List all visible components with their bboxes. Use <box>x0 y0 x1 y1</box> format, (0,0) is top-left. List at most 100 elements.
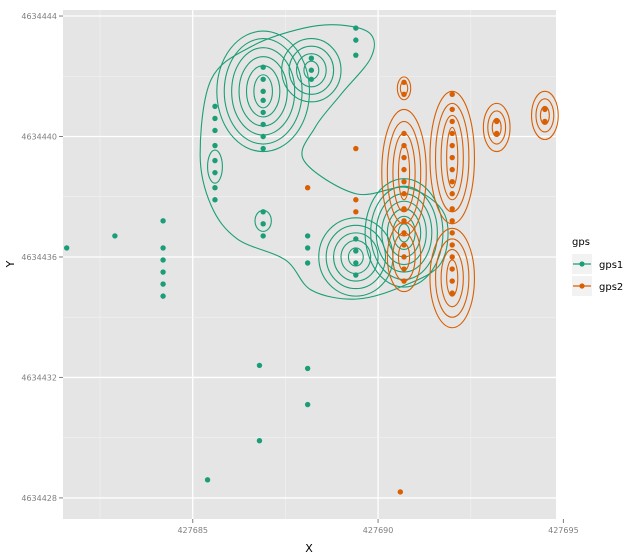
data-point-gps1 <box>212 142 218 149</box>
contour-line-gps2 <box>530 90 559 141</box>
data-point-gps1 <box>212 169 218 176</box>
legend-label-gps2: gps2 <box>599 282 623 293</box>
data-point-gps1 <box>160 257 166 263</box>
data-point-gps1 <box>212 184 218 191</box>
data-point-gps2 <box>353 145 359 152</box>
legend-key-gps2 <box>572 276 592 296</box>
y-axis-title: Y <box>4 260 17 268</box>
scatter-points <box>64 25 548 495</box>
data-point-gps2 <box>449 290 455 296</box>
gridlines <box>63 10 556 519</box>
data-point-gps1 <box>308 76 315 82</box>
data-point-gps2 <box>449 118 455 125</box>
data-point-gps1 <box>212 127 218 134</box>
contour-line-gps2 <box>386 120 422 225</box>
legend-label-gps1: gps1 <box>599 260 623 271</box>
data-point-gps1 <box>160 281 166 287</box>
data-point-gps1 <box>353 248 359 254</box>
data-point-gps2 <box>449 242 455 248</box>
data-point-gps1 <box>260 97 266 104</box>
data-point-gps1 <box>256 362 263 369</box>
contour-line-gps1 <box>253 74 273 109</box>
x-axis-title: X <box>305 542 313 555</box>
x-tick-label: 427695 <box>548 526 579 535</box>
data-point-gps1 <box>160 218 166 224</box>
data-point-gps2 <box>353 209 359 215</box>
data-point-gps1 <box>304 260 311 266</box>
data-point-gps2 <box>493 130 500 137</box>
contour-line-gps2 <box>381 108 427 237</box>
data-point-gps1 <box>112 233 118 239</box>
data-point-gps1 <box>353 272 359 278</box>
data-point-gps2 <box>449 191 455 197</box>
data-point-gps2 <box>353 197 359 203</box>
data-point-gps2 <box>449 154 455 161</box>
contour-line-gps1 <box>216 30 311 153</box>
data-point-gps1 <box>64 245 70 251</box>
contour-line-gps1 <box>288 45 335 95</box>
data-point-gps2 <box>401 230 407 236</box>
data-point-gps2 <box>397 489 404 495</box>
contour-outer-gps1 <box>199 24 449 300</box>
contour-line-gps2 <box>535 98 555 133</box>
data-point-gps2 <box>493 118 500 125</box>
data-point-gps1 <box>256 437 263 444</box>
contour-line-gps2 <box>440 114 464 201</box>
contour-line-gps1 <box>381 200 427 266</box>
legend: gps gps1 gps2 <box>572 237 623 296</box>
data-point-gps1 <box>260 133 266 140</box>
contour-line-gps2 <box>446 126 459 189</box>
data-point-gps1 <box>353 260 359 266</box>
data-point-gps1 <box>260 209 266 215</box>
data-point-gps2 <box>449 130 455 137</box>
data-point-gps1 <box>353 37 359 43</box>
data-point-gps1 <box>160 245 166 251</box>
legend-key-gps1 <box>572 254 592 274</box>
data-point-gps1 <box>308 67 315 73</box>
y-tick-label: 4634440 <box>21 132 57 141</box>
contour-line-gps1 <box>281 38 342 103</box>
data-point-gps2 <box>401 191 407 197</box>
data-point-gps2 <box>449 218 455 224</box>
data-point-gps2 <box>401 142 407 149</box>
data-point-gps2 <box>449 91 455 98</box>
y-axis-ticks: 4634428 4634432 4634436 4634440 4634444 <box>21 12 63 503</box>
legend-key-point <box>579 283 585 289</box>
y-tick-label: 4634444 <box>21 12 57 21</box>
contour-line-gps2 <box>491 117 502 138</box>
data-point-gps1 <box>353 25 359 31</box>
data-point-gps2 <box>401 242 407 248</box>
data-point-gps1 <box>260 76 266 82</box>
data-point-gps1 <box>212 115 218 122</box>
data-point-gps1 <box>304 245 311 251</box>
contour-line-gps1 <box>223 38 303 145</box>
data-point-gps2 <box>401 166 407 173</box>
legend-key-point <box>579 261 585 267</box>
data-point-gps2 <box>401 218 407 224</box>
y-tick-label: 4634432 <box>21 373 57 382</box>
data-point-gps1 <box>260 88 266 95</box>
data-point-gps2 <box>401 254 407 260</box>
contour-line-gps2 <box>440 248 464 308</box>
data-point-gps2 <box>449 166 455 173</box>
x-axis-ticks: 427685 427690 427695 <box>177 519 579 535</box>
data-point-gps2 <box>449 230 455 236</box>
contour-line-gps2 <box>539 105 550 125</box>
data-point-gps1 <box>212 157 218 164</box>
data-point-gps1 <box>160 293 166 299</box>
data-point-gps1 <box>304 365 311 372</box>
data-point-gps2 <box>449 178 455 185</box>
contour-line-gps2 <box>434 238 470 318</box>
data-point-gps1 <box>260 221 266 227</box>
contour-line-gps2 <box>482 102 511 153</box>
y-tick-label: 4634436 <box>21 253 57 262</box>
data-point-gps1 <box>260 109 266 116</box>
x-tick-label: 427685 <box>177 526 208 535</box>
contour-line-gps2 <box>396 76 412 101</box>
data-point-gps2 <box>401 130 407 137</box>
data-point-gps2 <box>542 118 548 125</box>
contour-line-gps1 <box>333 232 379 282</box>
contour-line-gps2 <box>446 259 459 297</box>
contour-line-gps2 <box>429 227 476 329</box>
